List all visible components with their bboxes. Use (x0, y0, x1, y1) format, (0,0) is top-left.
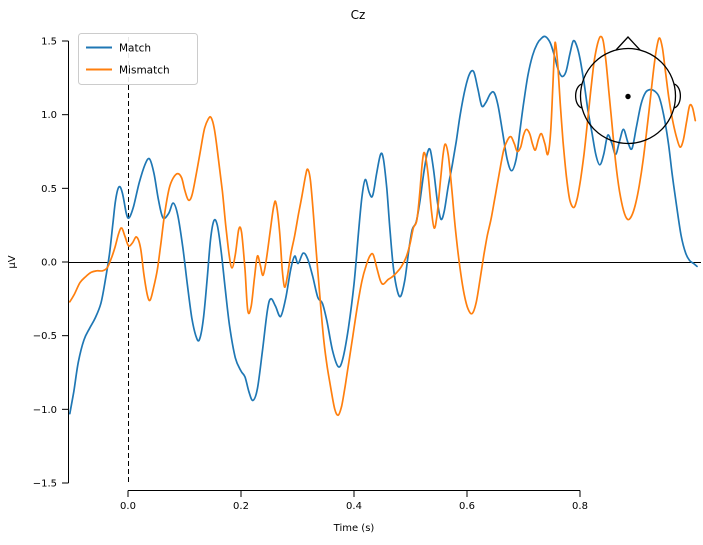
y-tick-label: 0.5 (41, 184, 57, 195)
waveform-mismatch (68, 35, 697, 417)
head-inset (574, 36, 682, 145)
waveform-match (68, 35, 698, 415)
x-tick-label: 0.8 (572, 501, 588, 512)
legend-box (78, 33, 198, 85)
y-axis-ticks: 1.5 1.0 0.5 0.0 −0.5 −1.0 −1.5 (33, 37, 69, 489)
y-tick-label: 1.0 (41, 110, 57, 121)
left-ear-icon (574, 83, 583, 109)
legend-label-mismatch: Mismatch (119, 65, 170, 77)
x-tick-label: 0.0 (120, 501, 136, 512)
x-tick-label: 0.2 (233, 501, 249, 512)
waveforms (68, 35, 698, 417)
right-ear-icon (673, 83, 682, 109)
y-tick-label: −0.5 (33, 331, 57, 342)
head-outline (579, 47, 677, 145)
x-tick-label: 0.4 (346, 501, 362, 512)
y-tick-label: −1.0 (33, 405, 57, 416)
x-axis-label: Time (s) (333, 523, 375, 534)
y-tick-label: 0.0 (41, 258, 57, 269)
electrode-dot-cz (625, 93, 631, 100)
chart-title: Cz (351, 8, 366, 22)
legend-label-match: Match (119, 43, 151, 55)
x-tick-label: 0.6 (459, 501, 475, 512)
y-axis-label: µV (7, 255, 18, 268)
x-axis-ticks: 0.0 0.2 0.4 0.6 0.8 (120, 490, 588, 512)
y-tick-label: −1.5 (33, 478, 57, 489)
y-tick-label: 1.5 (41, 37, 57, 48)
legend: Match Mismatch (78, 33, 198, 85)
nose-icon (615, 36, 641, 51)
